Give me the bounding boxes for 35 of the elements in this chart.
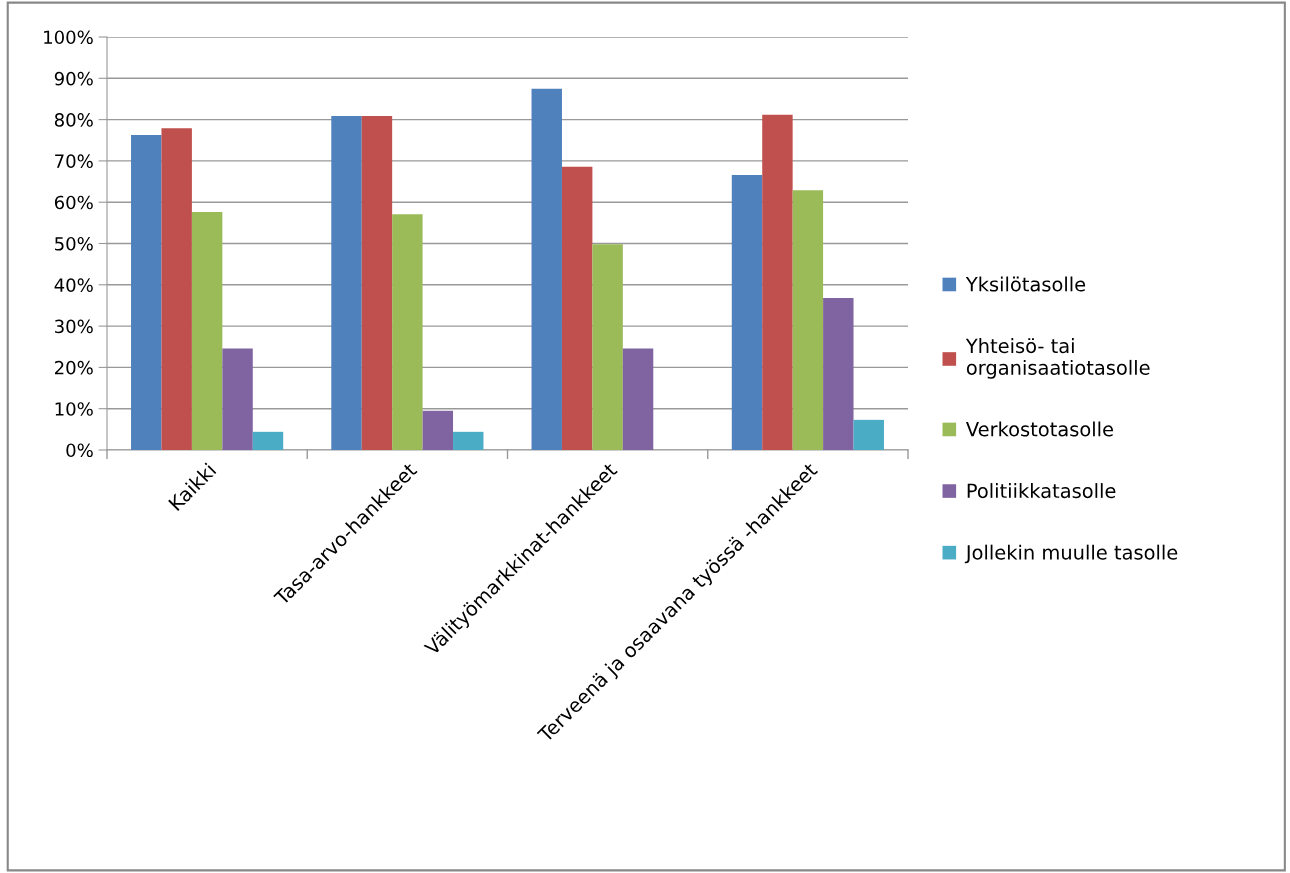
bar [392, 214, 423, 450]
y-tick-label: 50% [55, 236, 93, 251]
bar [222, 348, 253, 450]
bar [762, 114, 793, 450]
y-tick-label: 0% [66, 443, 93, 458]
bar [792, 190, 824, 450]
bar [422, 410, 454, 450]
y-tick-label: 40% [54, 278, 93, 292]
legend-label: Yksilötasolle [965, 276, 1086, 292]
bar [252, 431, 284, 450]
y-tick-label: 70% [55, 154, 93, 169]
y-tick-label: 30% [55, 319, 93, 334]
y-tick-label: 100% [44, 30, 93, 45]
bar [453, 431, 484, 450]
y-tick-label: 10% [55, 402, 93, 416]
bar [131, 134, 162, 450]
bar [531, 88, 562, 450]
y-tick-label: 90% [54, 71, 93, 86]
bar [823, 298, 854, 450]
bar [853, 419, 884, 450]
legend-label: Jollekin muulle tasolle [964, 544, 1178, 564]
bar [331, 115, 362, 450]
bar [161, 128, 192, 450]
bar [592, 244, 623, 450]
bar [361, 115, 393, 450]
legend-label: Verkostotasolle [965, 421, 1113, 437]
bar [622, 348, 654, 450]
bar [731, 174, 763, 450]
bar [191, 212, 223, 450]
y-tick-label: 80% [54, 113, 93, 127]
legend-label: Yhteisö- tai organisaatiotasolle [965, 338, 1150, 379]
legend-label: Politiikkatasolle [967, 483, 1116, 499]
y-tick-label: 60% [54, 195, 93, 210]
y-tick-label: 20% [55, 360, 93, 375]
bar [561, 166, 593, 450]
